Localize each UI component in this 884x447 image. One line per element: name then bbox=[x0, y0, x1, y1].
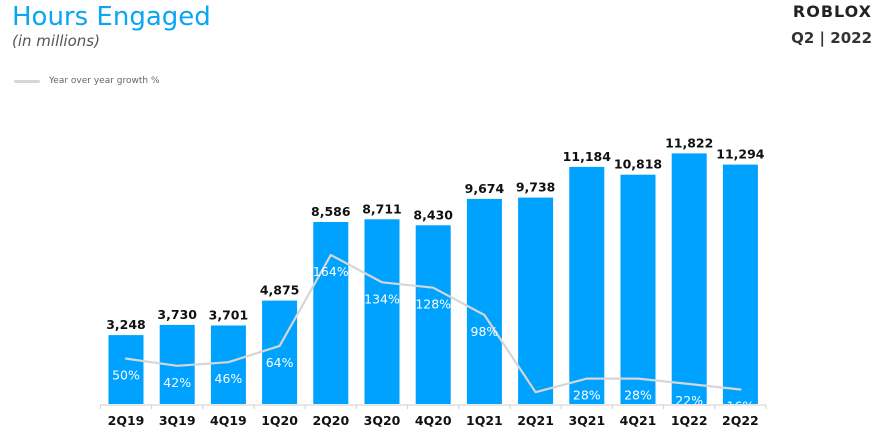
growth-value-label: 22% bbox=[675, 393, 703, 408]
growth-value-label: 46% bbox=[215, 371, 243, 386]
growth-value-label: 98% bbox=[471, 324, 499, 339]
bar-2q22 bbox=[722, 164, 758, 404]
bar-value-label: 3,730 bbox=[157, 307, 197, 322]
bar-1q22 bbox=[671, 153, 707, 404]
legend: Year over year growth % bbox=[14, 76, 160, 86]
bar-value-label: 11,294 bbox=[716, 147, 765, 162]
roblox-logo: ROBLOX bbox=[792, 2, 872, 21]
growth-labels-group: 50% 42% 46%64%164%134% 128%98%13%28% 28% 22% 1… bbox=[112, 264, 754, 416]
bar-value-label: 9,738 bbox=[516, 180, 556, 195]
bar-4q21 bbox=[620, 174, 656, 404]
growth-value-label: 16% bbox=[727, 399, 755, 414]
legend-line-label: Year over year growth % bbox=[49, 76, 160, 86]
growth-line-group bbox=[124, 253, 742, 394]
x-tick-label: 4Q19 bbox=[210, 413, 247, 428]
bar-value-label: 11,184 bbox=[563, 149, 612, 164]
legend-line-swatch bbox=[14, 79, 40, 83]
growth-value-label: 28% bbox=[624, 388, 652, 403]
x-tick-label: 3Q20 bbox=[364, 413, 401, 428]
x-tick-label: 1Q21 bbox=[466, 413, 503, 428]
x-axis-group: 2Q19 3Q19 4Q19 1Q20 2Q20 3Q20 4Q20 1Q21 2Q21 3Q21… bbox=[99, 404, 767, 428]
x-tick-label: 1Q22 bbox=[671, 413, 708, 428]
growth-value-label: 28% bbox=[573, 388, 601, 403]
bar-1q20 bbox=[262, 300, 298, 404]
x-tick-label: 3Q21 bbox=[568, 413, 605, 428]
x-tick-label: 3Q19 bbox=[159, 413, 196, 428]
x-tick-label: 2Q21 bbox=[517, 413, 554, 428]
bar-value-label: 3,248 bbox=[106, 317, 146, 332]
bar-4q19 bbox=[210, 325, 246, 404]
bar-value-label: 11,822 bbox=[665, 135, 713, 150]
bar-2q19 bbox=[108, 335, 144, 404]
bar-value-label: 8,711 bbox=[362, 201, 402, 216]
growth-value-label: 64% bbox=[266, 355, 294, 370]
growth-value-label: 134% bbox=[364, 291, 400, 306]
growth-value-label: 50% bbox=[112, 368, 140, 383]
bar-1q21 bbox=[466, 198, 502, 404]
bar-2q21 bbox=[518, 197, 554, 404]
bars-group bbox=[108, 153, 758, 404]
chart-subtitle: (in millions) bbox=[12, 32, 100, 50]
bar-3q20 bbox=[364, 219, 400, 404]
value-labels-group: 3,248 3,730 3,701 4,875 8,586 8,711 8,430 9,674… bbox=[106, 135, 765, 332]
bar-value-label: 3,701 bbox=[209, 308, 249, 323]
growth-value-label: 164% bbox=[313, 264, 349, 279]
growth-line bbox=[124, 253, 742, 394]
x-tick-label: 1Q20 bbox=[261, 413, 298, 428]
x-tick-label: 2Q22 bbox=[722, 413, 759, 428]
bar-3q21 bbox=[569, 166, 605, 404]
x-tick-label: 2Q20 bbox=[312, 413, 349, 428]
bar-value-label: 8,586 bbox=[311, 204, 351, 219]
growth-value-label: 128% bbox=[415, 297, 451, 312]
bar-value-label: 4,875 bbox=[260, 283, 300, 298]
chart-title: Hours Engaged bbox=[12, 2, 211, 32]
bar-value-label: 8,430 bbox=[413, 207, 453, 222]
x-tick-label: 4Q20 bbox=[415, 413, 452, 428]
bar-4q20 bbox=[415, 225, 451, 404]
growth-value-label: 42% bbox=[163, 375, 191, 390]
bar-2q20 bbox=[313, 222, 349, 404]
x-tick-label: 4Q21 bbox=[620, 413, 657, 428]
bar-value-label: 10,818 bbox=[614, 157, 662, 172]
period-label: Q2 | 2022 bbox=[791, 29, 872, 47]
bar-value-label: 9,674 bbox=[465, 181, 505, 196]
x-tick-label: 2Q19 bbox=[108, 413, 145, 428]
